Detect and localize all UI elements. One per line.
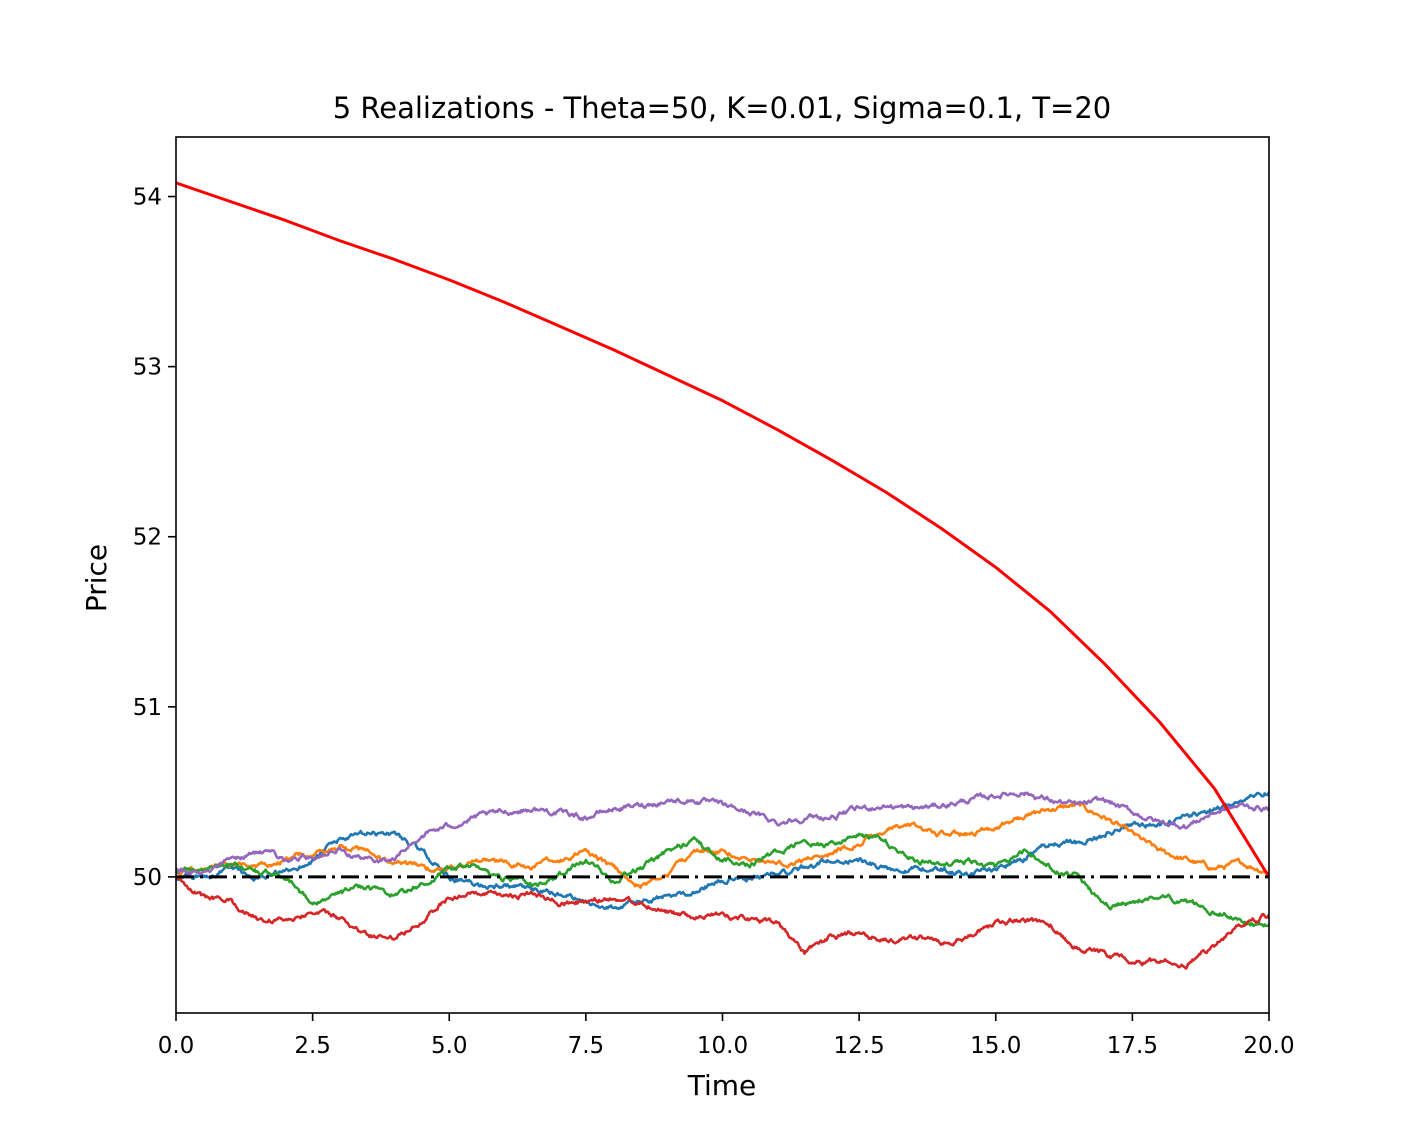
x-tick-label: 12.5 [834, 1033, 885, 1059]
y-tick-label: 51 [133, 695, 162, 721]
x-tick-label: 10.0 [697, 1033, 748, 1059]
y-axis: 50 51 52 53 54 [133, 185, 176, 891]
series-line-4 [176, 875, 1269, 970]
series-layer [176, 181, 1269, 970]
chart-title: 5 Realizations - Theta=50, K=0.01, Sigma… [333, 91, 1112, 125]
y-tick-label: 50 [133, 865, 162, 891]
series-line-2 [176, 801, 1269, 890]
x-tick-label: 5.0 [431, 1033, 468, 1059]
x-tick-label: 17.5 [1107, 1033, 1158, 1059]
x-tick-label: 15.0 [970, 1033, 1021, 1059]
y-axis-label: Price [80, 544, 113, 612]
y-tick-label: 52 [133, 525, 162, 551]
x-axis: 0.0 2.5 5.0 7.5 10.0 12.5 15.0 17.5 20.0 [158, 1013, 1295, 1059]
series-line-3 [176, 832, 1269, 928]
series-line-1 [176, 791, 1269, 911]
x-tick-label: 0.0 [158, 1033, 195, 1059]
y-tick-label: 53 [133, 355, 162, 381]
plot-area [175, 136, 1270, 1014]
series-line-red-smooth [176, 181, 1269, 878]
x-axis-label: Time [687, 1069, 757, 1102]
x-tick-label: 2.5 [294, 1033, 331, 1059]
y-tick-label: 54 [133, 185, 162, 211]
series-line-5 [176, 791, 1269, 876]
x-tick-label: 20.0 [1243, 1033, 1294, 1059]
x-tick-label: 7.5 [568, 1033, 605, 1059]
